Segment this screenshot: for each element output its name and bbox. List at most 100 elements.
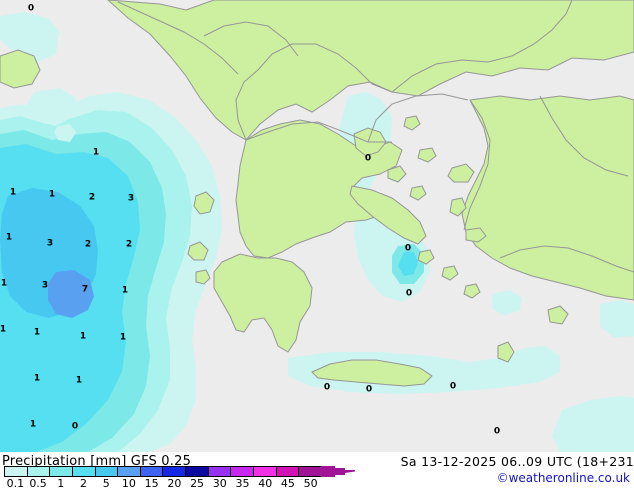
border-turkey-inner	[539, 95, 629, 177]
colorbar-swatch-0	[5, 467, 28, 476]
precip-value-label: 1	[5, 232, 13, 243]
precip-value-label: 1	[33, 327, 41, 338]
precip-band-10	[48, 270, 94, 318]
tick-label-10: 10	[121, 477, 136, 490]
colorbar-swatch-3	[72, 467, 96, 476]
tick-label-0.1: 0.1	[6, 477, 25, 490]
precip-value-label: 0	[493, 426, 501, 437]
precip-value-label: 0	[405, 288, 413, 299]
border-bulgaria	[367, 93, 469, 143]
precip-value-label: 3	[127, 193, 135, 204]
colorbar-wrap	[4, 466, 359, 477]
precip-value-label: 0	[364, 153, 372, 164]
land-lesvos	[447, 163, 475, 183]
tick-label-1: 1	[57, 477, 65, 490]
land-corfu	[193, 191, 215, 215]
colorbar-swatch-4	[95, 467, 119, 476]
land-cyclades-a	[417, 249, 435, 265]
precipitation-field	[0, 12, 222, 452]
precip-value-label: 2	[88, 192, 96, 203]
precip-aegean-core-inner	[398, 252, 418, 276]
precip-value-label: 1	[79, 331, 87, 342]
colorbar-swatch-10	[231, 467, 255, 476]
tick-label-5: 5	[102, 477, 110, 490]
precip-value-label: 2	[84, 239, 92, 250]
tick-label-45: 45	[280, 477, 295, 490]
border-turkey-west	[463, 99, 491, 231]
precip-value-label: 0	[27, 3, 35, 14]
precip-value-label: 1	[29, 419, 37, 430]
land-chios	[449, 197, 467, 217]
border-croatia-coast	[117, 1, 239, 75]
land-rhodes	[547, 305, 569, 325]
precip-patch-adriatic	[26, 88, 76, 126]
forecast-timestamp: Sa 13-12-2025 06..09 UTC (18+231	[400, 454, 634, 469]
precip-value-label: 7	[81, 284, 89, 295]
precip-value-label: 1	[48, 189, 56, 200]
tick-label-25: 25	[190, 477, 205, 490]
land-cyclades-c	[463, 283, 481, 299]
precip-value-label: 0	[404, 243, 412, 254]
border-serbia	[257, 43, 393, 93]
precip-value-label: 1	[119, 332, 127, 343]
precip-patch-italy	[54, 124, 76, 142]
land-kefalonia	[187, 241, 209, 261]
precip-value-label: 1	[121, 285, 129, 296]
precip-sporades	[492, 290, 522, 316]
precip-value-label: 1	[92, 147, 100, 158]
precip-value-label: 1	[0, 324, 7, 335]
precip-value-label: 3	[46, 238, 54, 249]
colorbar-swatch-9	[208, 467, 232, 476]
precip-value-label: 0	[449, 381, 457, 392]
precip-value-label: 1	[0, 278, 8, 289]
precip-value-label: 1	[9, 187, 17, 198]
land-peloponnese	[213, 253, 313, 353]
land-thasos	[403, 115, 421, 131]
precipitation-colorbar[interactable]	[4, 466, 322, 477]
precip-value-label: 1	[75, 375, 83, 386]
colorbar-swatch-2	[50, 467, 73, 476]
precip-value-label: 0	[365, 384, 373, 395]
tick-label-20: 20	[167, 477, 182, 490]
land-cyclades-b	[441, 265, 459, 281]
precip-value-label: 1	[33, 373, 41, 384]
tick-label-30: 30	[212, 477, 227, 490]
precip-value-label: 3	[41, 280, 49, 291]
tick-label-0.5: 0.5	[29, 477, 47, 490]
precip-value-label: 0	[71, 421, 79, 432]
land-crete	[311, 359, 433, 387]
tick-label-35: 35	[235, 477, 250, 490]
tick-label-50: 50	[303, 477, 318, 490]
land-evia-north	[387, 165, 407, 183]
land-samos	[465, 227, 487, 243]
colorbar-swatch-7	[163, 467, 187, 476]
colorbar-swatch-13	[299, 467, 321, 476]
border-bosnia	[203, 21, 299, 57]
precip-value-label: 2	[125, 239, 133, 250]
precip-se-corner	[552, 396, 634, 452]
land-karpathos	[497, 341, 515, 363]
colorbar-swatch-12	[276, 467, 300, 476]
colorbar-tick-labels: 0.1 0.5 1 2 5 10 15 20 25 30 35 40 45 50	[0, 477, 360, 490]
border-romania	[391, 0, 573, 93]
precip-value-label: 0	[323, 382, 331, 393]
land-zakynthos	[195, 269, 211, 285]
border-turkey-south	[499, 245, 634, 273]
land-italy	[0, 49, 41, 89]
tick-label-40: 40	[258, 477, 273, 490]
borders	[117, 0, 634, 273]
legend-title: Precipitation [mm] GFS 0.25	[2, 454, 192, 469]
colorbar-overflow-arrow	[321, 466, 355, 477]
map-canvas	[0, 0, 634, 452]
border-albania	[235, 69, 259, 141]
land-euboea	[349, 185, 427, 245]
colorbar-swatch-5	[118, 467, 141, 476]
colorbar-swatch-11	[254, 467, 277, 476]
colorbar-swatch-1	[27, 467, 51, 476]
land-skyros	[409, 185, 427, 201]
colorbar-swatch-8	[186, 467, 209, 476]
precip-east-edge	[600, 300, 634, 338]
land-turkey-west	[461, 95, 634, 301]
